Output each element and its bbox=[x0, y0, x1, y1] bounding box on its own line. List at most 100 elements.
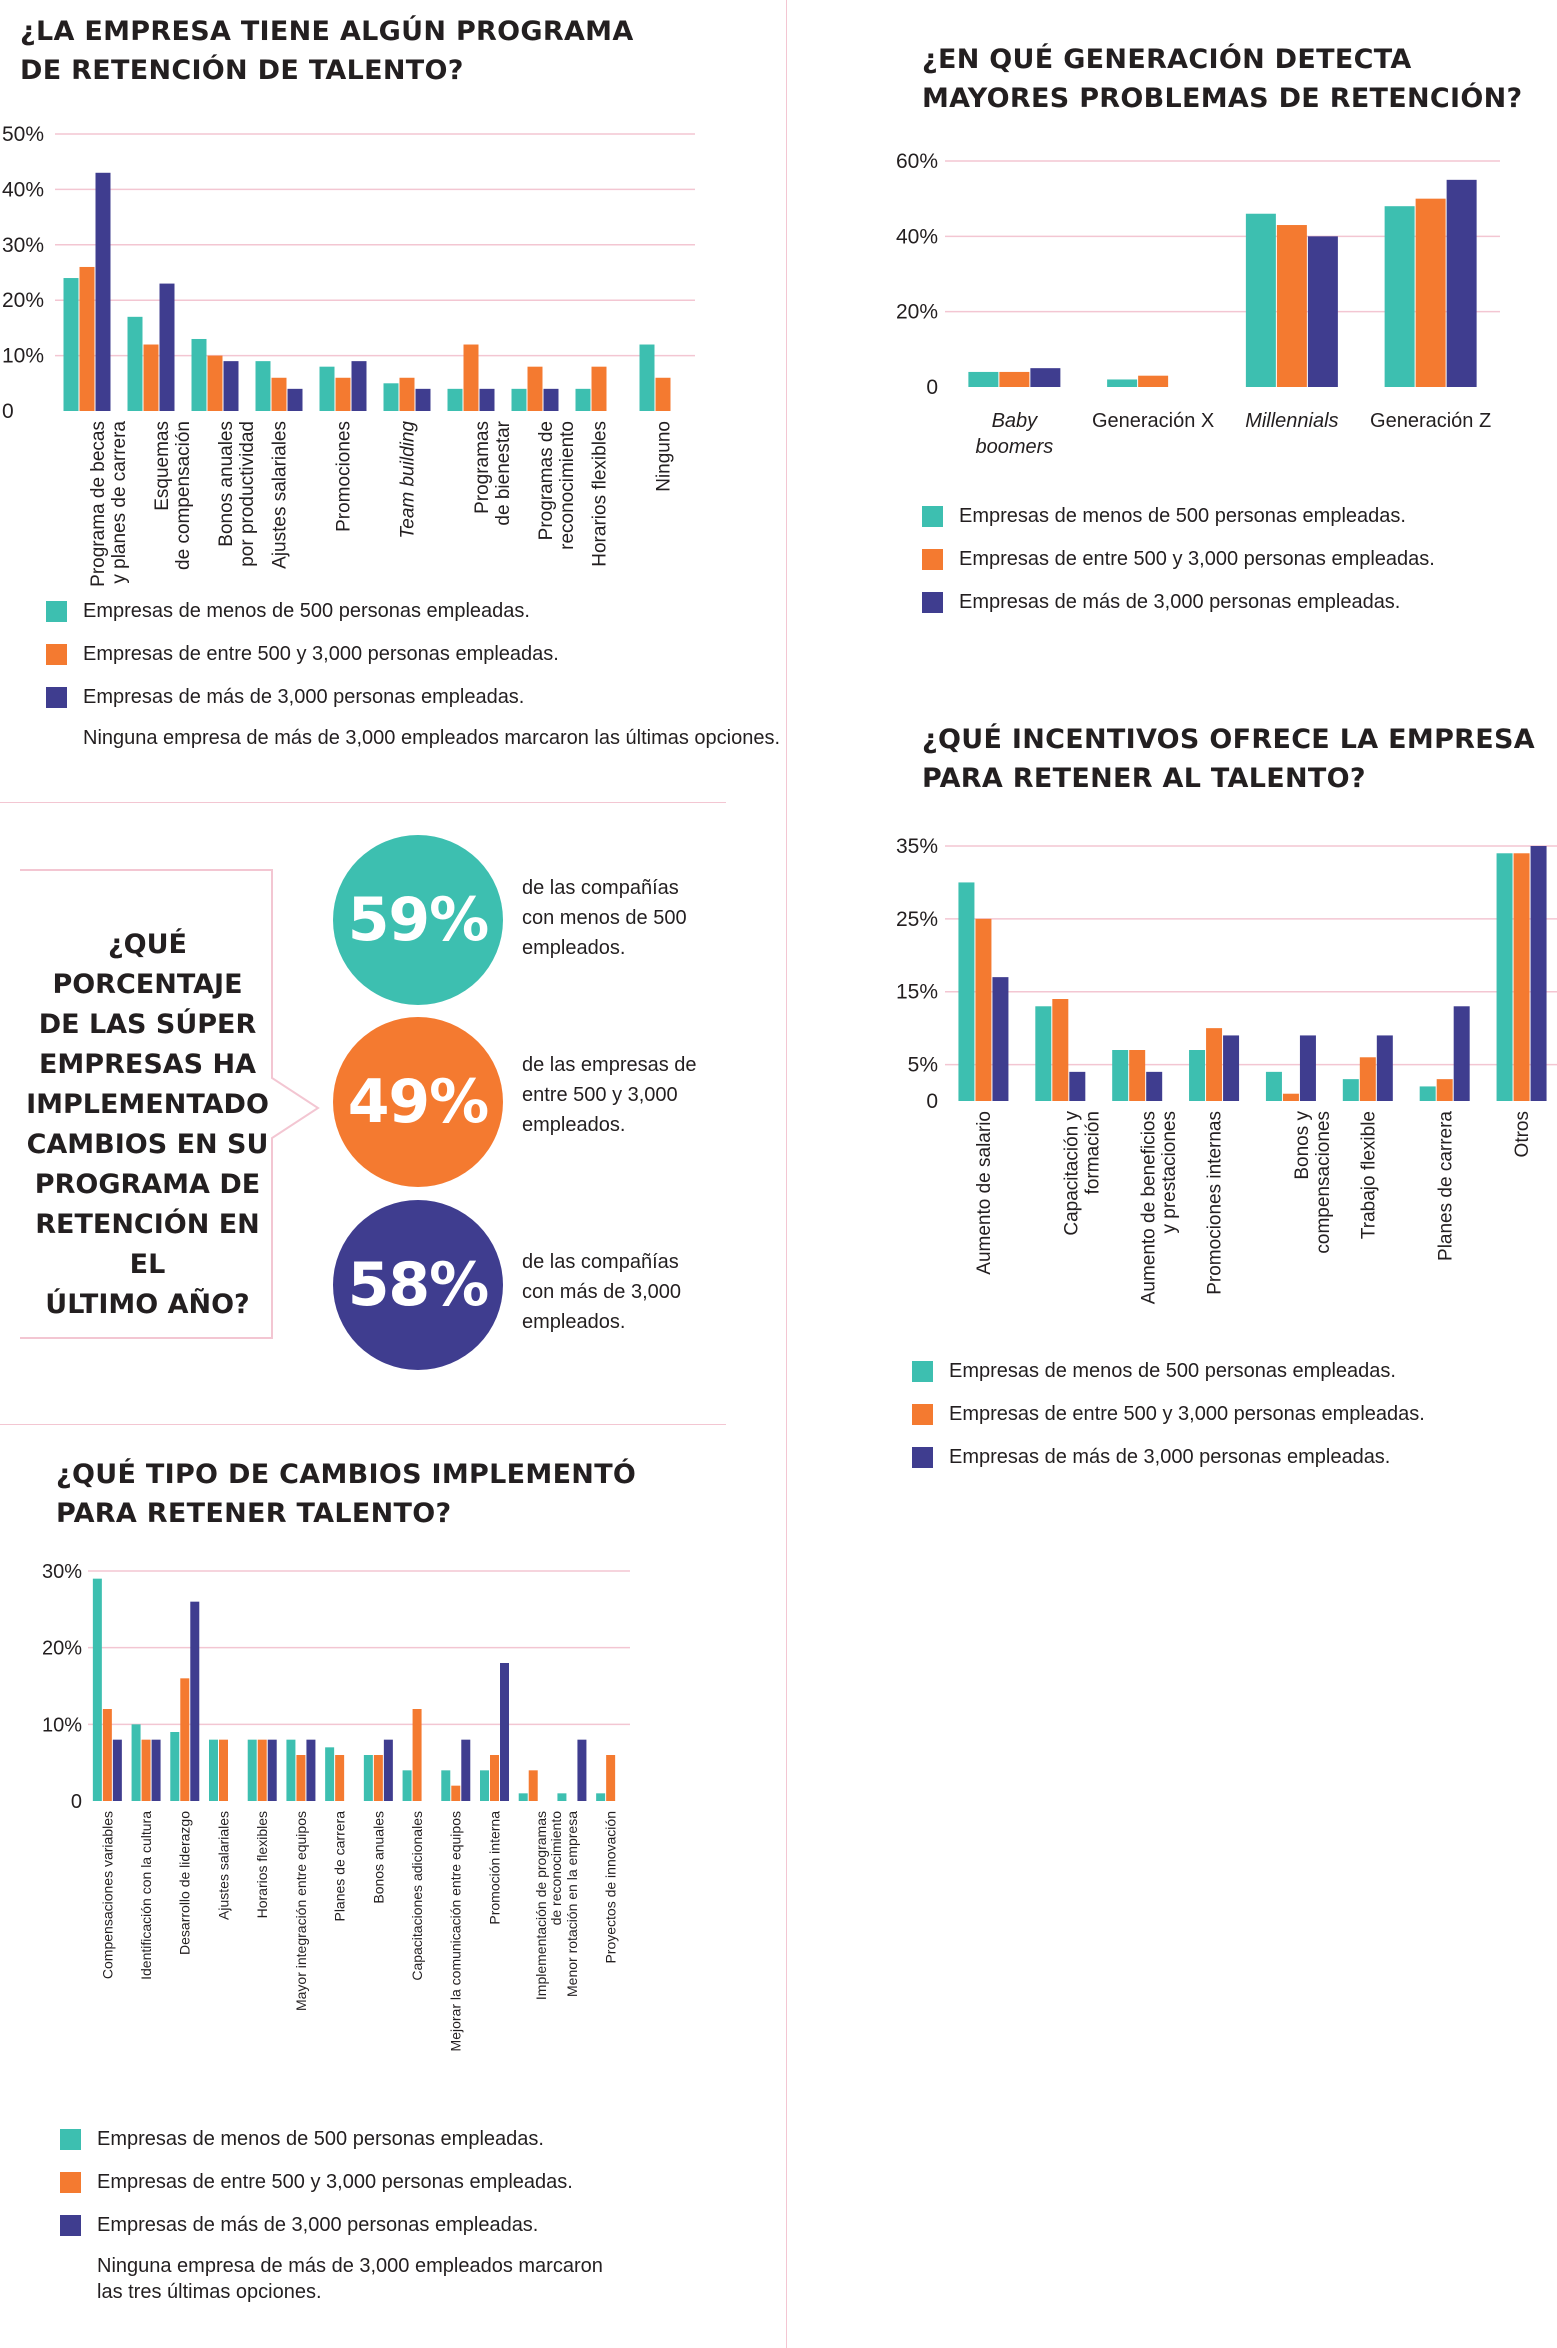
bar bbox=[255, 361, 271, 411]
bar bbox=[247, 1739, 257, 1801]
y-tick-label: 30% bbox=[42, 1561, 82, 1583]
category-label: Bonos anuales bbox=[370, 1811, 386, 1904]
bar bbox=[528, 1770, 538, 1801]
y-tick-label: 10% bbox=[42, 1714, 82, 1736]
y-tick-label: 0 bbox=[926, 376, 938, 399]
chart4-changes: 0 10% 20% 30% Compensaciones variables Identi… bbox=[42, 1561, 630, 2051]
vertical-divider bbox=[786, 0, 787, 2348]
bar bbox=[543, 388, 559, 411]
bar bbox=[335, 1755, 345, 1801]
chart1-title: ¿LA EMPRESA TIENE ALGÚN PROGRAMA DE RETEN… bbox=[20, 16, 634, 86]
y-tick-label: 15% bbox=[896, 981, 938, 1004]
bar bbox=[1107, 379, 1138, 387]
bar bbox=[968, 371, 999, 387]
y-tick-label: 0 bbox=[2, 400, 14, 423]
bar bbox=[363, 1755, 373, 1801]
category-label: Identificación con la cultura bbox=[138, 1811, 154, 1980]
stat-circle-mid: 49% bbox=[333, 1017, 503, 1187]
bar bbox=[306, 1739, 316, 1801]
bar bbox=[159, 283, 175, 411]
bar bbox=[399, 377, 415, 411]
legend-item-mid: Empresas de entre 500 y 3,000 personas e… bbox=[922, 538, 1435, 581]
category-label: Promociones internas bbox=[1205, 1111, 1226, 1295]
swatch-mid bbox=[60, 2172, 81, 2193]
bar bbox=[191, 338, 207, 411]
category-label: Promoción interna bbox=[486, 1811, 502, 1925]
bar bbox=[267, 1739, 277, 1801]
legend-item-small: Empresas de menos de 500 personas emplea… bbox=[922, 495, 1435, 538]
bar bbox=[577, 1739, 587, 1801]
category-label: Aumento de salario bbox=[974, 1111, 995, 1275]
bar bbox=[1069, 1071, 1086, 1101]
callout-question: ¿QUÉ PORCENTAJE DE LAS SÚPER EMPRESAS HA IMP… bbox=[26, 929, 269, 1320]
legend-item-large: Empresas de más de 3,000 personas emplea… bbox=[46, 676, 780, 719]
category-label: Desarrollo de liderazgo bbox=[177, 1811, 193, 1955]
chart3-incentives: 0 5% 15% 25% 35% Aumento de salario Capacitaci… bbox=[896, 835, 1557, 1304]
y-tick-label: 20% bbox=[42, 1638, 82, 1660]
category-label: Menor rotación en la empresa bbox=[564, 1811, 580, 1997]
swatch-large bbox=[912, 1447, 933, 1468]
swatch-small bbox=[46, 601, 67, 622]
bar bbox=[296, 1755, 306, 1801]
bar bbox=[1530, 846, 1547, 1101]
legend-item-small: Empresas de menos de 500 personas emplea… bbox=[46, 590, 780, 633]
bar bbox=[112, 1739, 122, 1801]
bar bbox=[500, 1663, 509, 1801]
bar bbox=[1446, 179, 1477, 387]
horizontal-divider-2 bbox=[0, 1424, 726, 1425]
bar bbox=[1384, 206, 1415, 387]
bar bbox=[151, 1739, 161, 1801]
category-label: Generación X bbox=[1092, 410, 1214, 432]
category-label: Horarios flexibles bbox=[254, 1811, 270, 1918]
bar bbox=[271, 377, 287, 411]
bar bbox=[190, 1601, 200, 1801]
bar bbox=[958, 882, 975, 1101]
bar bbox=[518, 1793, 528, 1801]
chart1-legend: Empresas de menos de 500 personas emplea… bbox=[46, 590, 780, 751]
bar bbox=[223, 361, 239, 411]
bar bbox=[639, 344, 655, 411]
bar bbox=[131, 1724, 141, 1801]
bar bbox=[655, 377, 671, 411]
y-tick-label: 10% bbox=[2, 345, 44, 368]
y-tick-label: 50% bbox=[2, 123, 44, 146]
category-label: Capacitaciones adicionales bbox=[409, 1811, 425, 1981]
category-label: Mayor integración entre equipos bbox=[293, 1811, 309, 2011]
bar bbox=[1282, 1093, 1299, 1101]
category-label: Ajustes salariales bbox=[215, 1811, 231, 1920]
bar bbox=[596, 1793, 606, 1801]
bar bbox=[141, 1739, 151, 1801]
bar bbox=[1052, 999, 1069, 1101]
callout-box bbox=[20, 869, 320, 1339]
bar bbox=[351, 361, 367, 411]
category-label: Capacitación yformación bbox=[1061, 1111, 1103, 1236]
bar bbox=[479, 388, 495, 411]
bar bbox=[1035, 1006, 1052, 1101]
legend-item-large: Empresas de más de 3,000 personas emplea… bbox=[912, 1436, 1425, 1479]
bar bbox=[79, 266, 95, 411]
category-label: Team building bbox=[398, 421, 419, 539]
chart3-title: ¿QUÉ INCENTIVOS OFRECE LA EMPRESA PARA RE… bbox=[922, 724, 1535, 794]
y-tick-label: 40% bbox=[2, 178, 44, 201]
bar bbox=[209, 1739, 218, 1801]
bar bbox=[92, 1578, 102, 1801]
bar bbox=[992, 977, 1009, 1101]
bar bbox=[975, 918, 992, 1101]
category-label: Ajustes salariales bbox=[270, 421, 291, 569]
stat-text-small: de las compañías con menos de 500 empleado… bbox=[522, 877, 687, 959]
y-tick-label: 60% bbox=[896, 150, 938, 173]
bar bbox=[286, 1739, 296, 1801]
swatch-small bbox=[912, 1361, 933, 1382]
bar bbox=[480, 1770, 489, 1801]
chart2-generations: 0 20% 40% 60% Baby boomers Generación X Millenn… bbox=[896, 150, 1500, 458]
stat-circle-large: 58% bbox=[333, 1200, 503, 1370]
category-label: Planes de carrera bbox=[1435, 1111, 1456, 1261]
swatch-mid bbox=[912, 1404, 933, 1425]
bar bbox=[373, 1755, 383, 1801]
y-tick-label: 0 bbox=[71, 1791, 82, 1813]
swatch-large bbox=[922, 592, 943, 613]
chart4-legend: Empresas de menos de 500 personas emplea… bbox=[60, 2118, 603, 2305]
category-label: Otros bbox=[1512, 1111, 1533, 1157]
bar bbox=[180, 1678, 190, 1801]
category-label: Programas dereconocimiento bbox=[536, 421, 578, 550]
